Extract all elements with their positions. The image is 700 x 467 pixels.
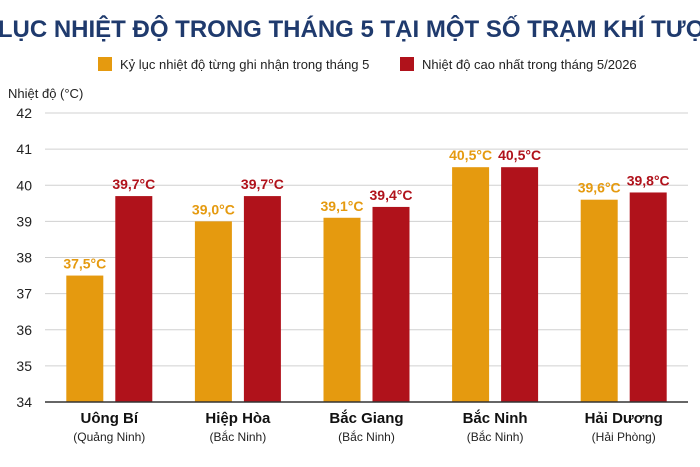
- bar-record-1: [194, 221, 232, 402]
- bar-2026-3: [501, 167, 539, 402]
- y-tick-label: 42: [16, 105, 32, 121]
- x-category-sublabel: (Quảng Ninh): [73, 430, 145, 444]
- bars: [66, 167, 667, 402]
- legend-swatch-record: [98, 57, 112, 71]
- data-label: 39,7°C: [112, 176, 155, 192]
- legend-label-2026: Nhiệt độ cao nhất trong tháng 5/2026: [422, 57, 637, 72]
- x-category-sublabel: (Hải Phòng): [592, 430, 656, 444]
- data-label: 40,5°C: [498, 147, 541, 163]
- legend: Kỷ lục nhiệt độ từng ghi nhận trong thán…: [98, 57, 637, 72]
- x-category-label: Hiệp Hòa: [205, 410, 271, 427]
- bar-record-4: [580, 199, 618, 402]
- y-axis-label: Nhiệt độ (°C): [8, 86, 83, 101]
- x-categories: Uông Bí (Quảng Ninh) Hiệp Hòa (Bắc Ninh) Bắc…: [73, 409, 663, 444]
- bar-2026-0: [115, 196, 153, 402]
- data-label: 40,5°C: [449, 147, 492, 163]
- data-labels: 37,5°C 39,7°C 39,0°C 39,7°C 39,1°C 39,4°C 40,5…: [63, 147, 669, 271]
- x-category-label: Hải Dương: [585, 410, 663, 427]
- x-category-sublabel: (Bắc Ninh): [467, 429, 524, 444]
- bar-record-3: [452, 167, 490, 402]
- data-label: 39,1°C: [321, 198, 364, 214]
- y-ticks: 34 35 36 37 38 39 40 41 42: [16, 105, 32, 410]
- bar-2026-4: [629, 192, 667, 402]
- bar-record-0: [66, 275, 104, 402]
- y-tick-label: 37: [16, 286, 32, 302]
- y-tick-label: 36: [16, 322, 32, 338]
- y-tick-label: 35: [16, 358, 32, 374]
- data-label: 39,8°C: [627, 172, 670, 188]
- data-label: 37,5°C: [63, 256, 106, 272]
- data-label: 39,0°C: [192, 201, 235, 217]
- data-label: 39,6°C: [578, 180, 621, 196]
- x-category-label: Uông Bí: [81, 410, 139, 427]
- y-tick-label: 34: [16, 394, 32, 410]
- legend-swatch-2026: [400, 57, 414, 71]
- x-category-sublabel: (Bắc Ninh): [338, 429, 395, 444]
- x-category-sublabel: (Bắc Ninh): [210, 429, 267, 444]
- y-tick-label: 40: [16, 177, 32, 193]
- bar-record-2: [323, 217, 361, 402]
- data-label: 39,7°C: [241, 176, 284, 192]
- bar-2026-2: [372, 206, 410, 402]
- x-category-label: Bắc Ninh: [463, 409, 528, 427]
- data-label: 39,4°C: [370, 187, 413, 203]
- chart-title: KỶ LỤC NHIỆT ĐỘ TRONG THÁNG 5 TẠI MỘT SỐ…: [0, 14, 700, 43]
- y-tick-label: 41: [16, 141, 32, 157]
- bar-2026-1: [243, 196, 281, 402]
- y-tick-label: 39: [16, 213, 32, 229]
- x-category-label: Bắc Giang: [329, 409, 403, 427]
- y-tick-label: 38: [16, 250, 32, 266]
- legend-label-record: Kỷ lục nhiệt độ từng ghi nhận trong thán…: [120, 57, 369, 72]
